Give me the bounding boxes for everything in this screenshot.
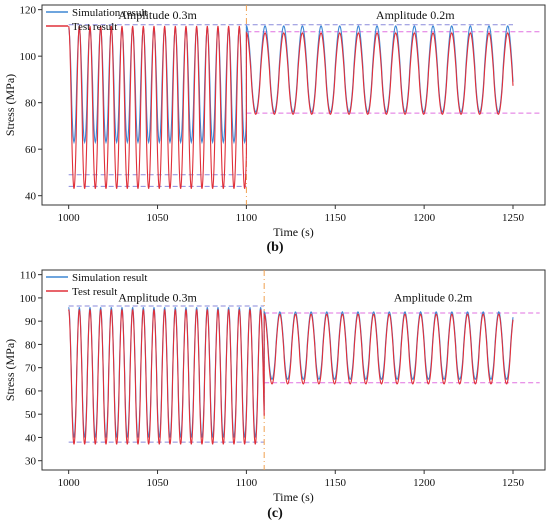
plot-area <box>68 270 540 470</box>
x-axis-label: Time (s) <box>273 225 314 239</box>
plot-area <box>68 5 540 205</box>
plot-frame <box>41 269 546 471</box>
x-axis-label: Time (s) <box>273 490 314 504</box>
y-tick-label: 90 <box>25 316 37 328</box>
x-tick-label: 1100 <box>236 477 258 489</box>
test-series-line <box>68 25 514 189</box>
chart-panel-b: 1000 1050 1100 1150 1200 1250 40 60 80 100 120 Time… <box>3 4 546 239</box>
y-tick-label: 120 <box>20 5 37 17</box>
x-tick-label: 1200 <box>413 477 436 489</box>
x-tick-label: 1200 <box>413 212 436 224</box>
y-tick-label: 100 <box>20 293 37 305</box>
y-tick-label: 40 <box>25 191 37 203</box>
y-tick-label: 30 <box>25 456 37 468</box>
panel-label-b: (b) <box>266 240 284 255</box>
panel-caption-b: (b) <box>0 240 550 256</box>
annotation-amplitude-0-2m: Amplitude 0.2m <box>376 8 455 22</box>
legend-label: Test result <box>72 21 117 33</box>
y-tick-label: 40 <box>25 432 37 444</box>
y-axis-label: Stress (MPa) <box>3 339 17 401</box>
plot-frame <box>41 4 546 206</box>
y-tick-label: 80 <box>25 98 37 110</box>
legend-label: Test result <box>72 286 117 298</box>
x-tick-label: 1000 <box>58 477 81 489</box>
chart-panel-c: 1000 1050 1100 1150 1200 1250 30 40 50 60 70 80 90 10… <box>3 269 546 504</box>
panel-label-c: (c) <box>267 506 283 521</box>
annotation-amplitude-0-3m: Amplitude 0.3m <box>118 290 197 304</box>
panel-caption-c: (c) <box>0 506 550 522</box>
x-tick-label: 1250 <box>502 477 525 489</box>
y-tick-label: 70 <box>25 363 37 375</box>
y-tick-label: 100 <box>20 51 37 63</box>
x-tick-label: 1050 <box>147 212 170 224</box>
x-tick-label: 1000 <box>58 212 81 224</box>
x-tick-label: 1150 <box>324 212 346 224</box>
y-tick-label: 60 <box>25 386 37 398</box>
annotation-amplitude-0-3m: Amplitude 0.3m <box>118 8 197 22</box>
x-tick-label: 1050 <box>147 477 170 489</box>
x-tick-label: 1150 <box>324 477 346 489</box>
y-tick-label: 50 <box>25 409 37 421</box>
legend-label: Simulation result <box>72 7 147 19</box>
annotation-amplitude-0-2m: Amplitude 0.2m <box>394 290 473 304</box>
y-tick-label: 110 <box>20 270 37 282</box>
y-tick-label: 60 <box>25 144 37 156</box>
x-tick-label: 1250 <box>502 212 525 224</box>
y-axis-label: Stress (MPa) <box>3 74 17 136</box>
test-series-line <box>68 309 514 445</box>
y-tick-label: 80 <box>25 339 37 351</box>
x-tick-label: 1100 <box>236 212 258 224</box>
legend-label: Simulation result <box>72 272 147 284</box>
